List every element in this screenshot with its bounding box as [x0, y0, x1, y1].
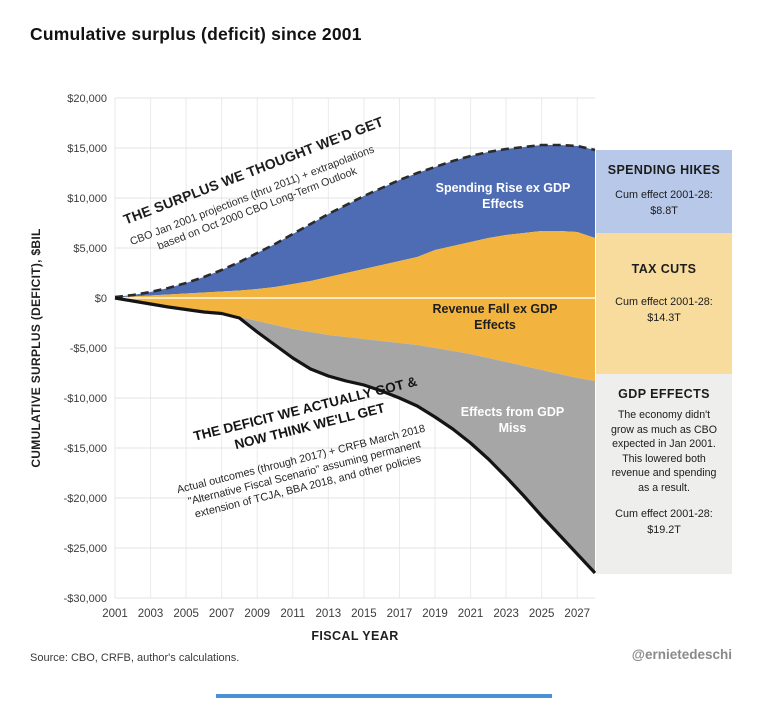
author-handle: @ernietedeschi — [631, 647, 732, 662]
svg-text:2021: 2021 — [458, 608, 484, 620]
svg-text:2025: 2025 — [529, 608, 555, 620]
svg-text:$20,000: $20,000 — [67, 93, 107, 105]
svg-text:2023: 2023 — [493, 608, 519, 620]
cum-effect-label: Cum effect 2001-28: — [615, 507, 713, 520]
page-title: Cumulative surplus (deficit) since 2001 — [30, 24, 362, 44]
x-axis-title: FISCAL YEAR — [311, 629, 399, 643]
cum-effect-label: Cum effect 2001-28: — [615, 189, 713, 201]
cumulative-surplus-area-chart: $20,000 $15,000 $10,000 $5,000 $0 -$5,000 -$10… — [64, 93, 597, 620]
revenue-area-label: Revenue Fall ex GDP Effects — [432, 302, 558, 332]
svg-text:2015: 2015 — [351, 608, 377, 620]
svg-text:2005: 2005 — [173, 608, 199, 620]
svg-text:-$5,000: -$5,000 — [70, 343, 107, 355]
tax-cuts-card-title: TAX CUTS — [631, 262, 697, 276]
gdp-miss-area-label: Effects from GDP Miss — [460, 405, 565, 435]
gdp-effects-card: GDP EFFECTS The economy didn't grow as m… — [596, 374, 732, 574]
svg-text:$10,000: $10,000 — [67, 193, 107, 205]
spending-hikes-card-title: SPENDING HIKES — [607, 163, 721, 177]
source-note: Source: CBO, CRFB, author's calculations… — [30, 652, 240, 664]
gdp-effects-card-title: GDP EFFECTS — [618, 387, 710, 401]
svg-text:-$25,000: -$25,000 — [64, 543, 107, 555]
svg-text:2001: 2001 — [102, 608, 128, 620]
svg-text:2007: 2007 — [209, 608, 235, 620]
spending-hikes-card: SPENDING HIKES Cum effect 2001-28: $8.8T — [596, 150, 732, 233]
spending-area-label: Spending Rise ex GDP Effects — [435, 181, 571, 211]
svg-text:2011: 2011 — [280, 608, 305, 620]
svg-text:-$10,000: -$10,000 — [64, 393, 107, 405]
y-axis-title: CUMULATIVE SURPLUS (DEFICIT), $BIL — [29, 228, 43, 468]
gdp-effects-cum-effect: Cum effect 2001-28: $19.2T — [596, 506, 732, 538]
svg-text:2013: 2013 — [316, 608, 342, 620]
spending-hikes-cum-effect: Cum effect 2001-28: $8.8T — [596, 187, 732, 219]
cum-effect-value: $19.2T — [647, 523, 681, 536]
svg-text:$0: $0 — [95, 293, 107, 305]
tax-cuts-cum-effect: Cum effect 2001-28: $14.3T — [596, 294, 732, 326]
cum-effect-label: Cum effect 2001-28: — [615, 296, 713, 308]
cum-effect-value: $14.3T — [647, 312, 681, 325]
tax-cuts-card: TAX CUTS Cum effect 2001-28: $14.3T — [596, 233, 732, 374]
gdp-effects-description: The economy didn't grow as much as CBO e… — [611, 409, 717, 495]
svg-text:$15,000: $15,000 — [67, 143, 107, 155]
svg-text:-$20,000: -$20,000 — [64, 493, 107, 505]
cum-effect-value: $8.8T — [650, 205, 678, 218]
svg-text:-$30,000: -$30,000 — [64, 593, 107, 605]
svg-text:2027: 2027 — [564, 608, 590, 620]
svg-text:$5,000: $5,000 — [73, 243, 107, 255]
footer-divider — [216, 694, 552, 698]
svg-text:2003: 2003 — [138, 608, 164, 620]
svg-text:2019: 2019 — [422, 608, 448, 620]
svg-text:-$15,000: -$15,000 — [64, 443, 107, 455]
svg-text:2009: 2009 — [244, 608, 270, 620]
svg-text:2017: 2017 — [387, 608, 413, 620]
